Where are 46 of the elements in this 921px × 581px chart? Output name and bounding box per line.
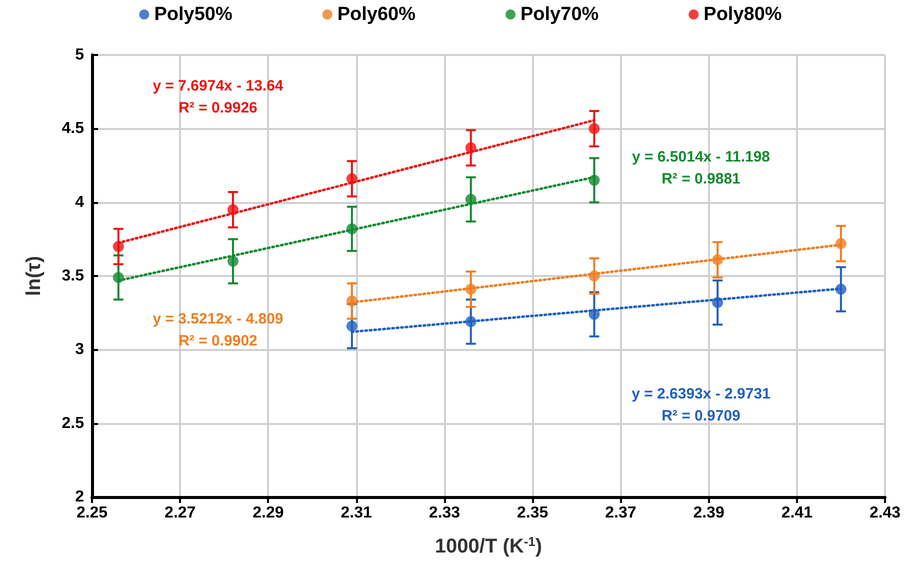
x-tick-label: 2.25 [76, 504, 108, 522]
point [712, 254, 724, 266]
point [465, 316, 476, 328]
y-axis-title: ln(τ) [23, 256, 45, 296]
legend-label: Poly60% [337, 4, 416, 25]
point [588, 123, 600, 134]
point [588, 174, 600, 186]
annotation: y = 2.6393x - 2.9731 R² = 0.9709 [632, 386, 770, 424]
point [346, 320, 358, 332]
annotation: y = 6.5014x - 11.198 R² = 0.9881 [632, 148, 770, 188]
point [346, 296, 358, 307]
point [588, 270, 600, 282]
x-tick-label: 2.31 [340, 504, 372, 522]
x-tick-label: 2.37 [605, 504, 636, 522]
annotation: y = 7.6974x - 13.64 R² = 0.9926 [152, 78, 284, 116]
y-tick-label: 3 [75, 341, 84, 358]
point [112, 272, 124, 283]
x-tick-label: 2.27 [164, 504, 196, 522]
point [227, 256, 238, 267]
legend-label: Poly50% [154, 4, 232, 25]
x-tick-label: 2.33 [428, 504, 460, 522]
point [588, 308, 600, 320]
point [465, 194, 476, 205]
x-tick-label: 2.43 [869, 504, 901, 522]
legend-label: Poly70% [520, 4, 599, 25]
legend-label: Poly80% [704, 4, 782, 25]
x-tick-label: 2.29 [252, 504, 284, 522]
y-tick-label: 2.5 [62, 414, 84, 432]
point [835, 238, 846, 250]
annotation: y = 3.5212x - 4.809 R² = 0.9902 [152, 310, 284, 350]
y-tick-label: 5 [75, 46, 84, 64]
point [112, 241, 124, 252]
point [712, 297, 724, 308]
y-tick-label: 2 [75, 488, 84, 506]
x-tick-label: 2.39 [693, 504, 724, 522]
point [835, 284, 846, 295]
point [346, 173, 358, 184]
y-tick-label: 4 [75, 194, 84, 211]
x-tick-label: 2.41 [781, 504, 813, 522]
y-tick-label: 4.5 [62, 120, 84, 138]
x-tick-label: 2.35 [516, 504, 548, 522]
point [227, 204, 238, 216]
y-tick-label: 3.5 [62, 268, 84, 284]
point [346, 223, 358, 234]
point [465, 284, 476, 295]
point [465, 142, 476, 154]
